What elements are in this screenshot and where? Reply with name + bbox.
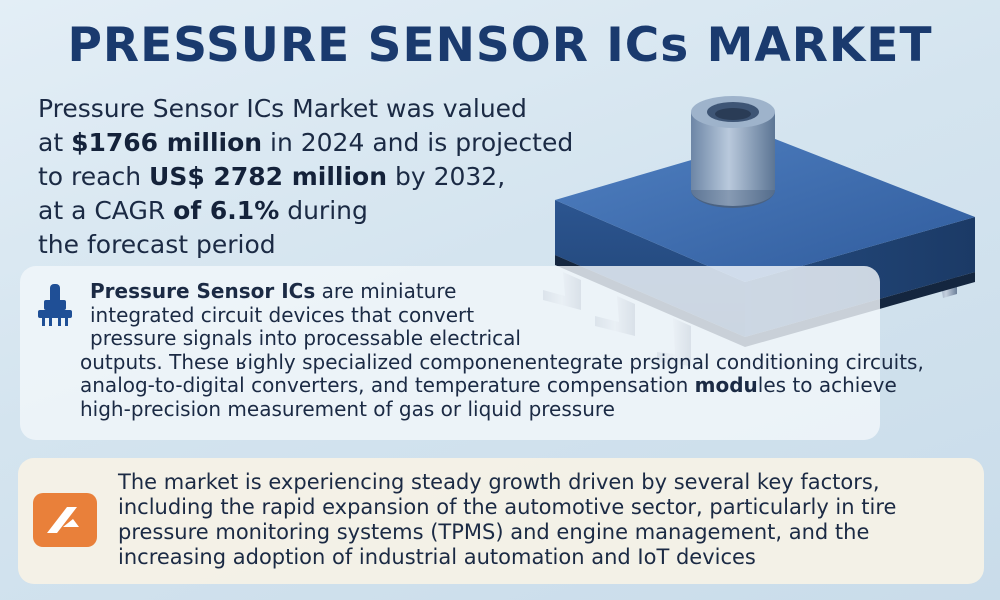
definition-line-text: analog-to-digital converters, and temper… bbox=[80, 373, 695, 397]
growth-panel bbox=[18, 458, 984, 584]
definition-line: high-precision measurement of gas or liq… bbox=[80, 396, 615, 421]
summary-text: by 2032, bbox=[387, 162, 506, 191]
growth-arrow-icon bbox=[33, 493, 97, 547]
definition-line: analog-to-digital converters, and temper… bbox=[80, 373, 980, 398]
definition-term: Pressure Sensor ICs bbox=[90, 279, 316, 303]
growth-line: including the rapid expansion of the aut… bbox=[118, 495, 897, 519]
pressure-gauge-icon bbox=[38, 284, 72, 326]
definition-line: Pressure Sensor ICs are miniature bbox=[90, 279, 980, 304]
growth-text: The market is experiencing steady growth… bbox=[118, 470, 978, 570]
definition-text: Pressure Sensor ICs are miniature integr… bbox=[80, 279, 980, 421]
summary-text: during bbox=[279, 196, 368, 225]
cagr-value: of 6.1% bbox=[173, 196, 280, 225]
definition-line-text: modu bbox=[694, 373, 758, 397]
definition-line-text: les to achieve bbox=[757, 373, 897, 397]
definition-line: pressure signals into processable electr… bbox=[90, 326, 521, 350]
summary-text: at bbox=[38, 128, 72, 157]
summary-market-name: Pressure Sensor ICs Market bbox=[38, 94, 379, 123]
valuation-2032: US$ 2782 million bbox=[149, 162, 388, 191]
page-title: PRESSURE SENSOR ICs MARKET bbox=[67, 18, 933, 73]
definition-line: outputs. These ʁighly specialized compon… bbox=[80, 349, 924, 374]
growth-line: increasing adoption of industrial automa… bbox=[118, 545, 756, 569]
summary-text: to reach bbox=[38, 162, 150, 191]
summary-text: in 2024 and is projected bbox=[262, 128, 574, 157]
definition-line-text: are miniature bbox=[315, 279, 457, 303]
summary-text: at a CAGR bbox=[38, 196, 174, 225]
growth-line: pressure monitoring systems (TPMS) and e… bbox=[118, 520, 870, 544]
valuation-2024: $1766 million bbox=[71, 128, 263, 157]
definition-panel bbox=[20, 266, 880, 440]
market-summary: Pressure Sensor ICs Market was valued at… bbox=[38, 92, 598, 262]
definition-line: integrated circuit devices that convert bbox=[90, 302, 475, 327]
summary-text: was valued bbox=[378, 94, 527, 123]
summary-text: the forecast period bbox=[38, 230, 276, 259]
growth-line: The market is experiencing steady growth… bbox=[118, 470, 880, 494]
